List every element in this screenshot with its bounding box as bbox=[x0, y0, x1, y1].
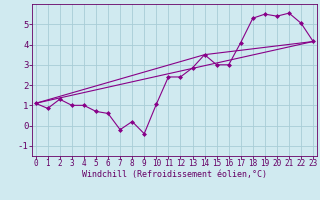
X-axis label: Windchill (Refroidissement éolien,°C): Windchill (Refroidissement éolien,°C) bbox=[82, 170, 267, 179]
